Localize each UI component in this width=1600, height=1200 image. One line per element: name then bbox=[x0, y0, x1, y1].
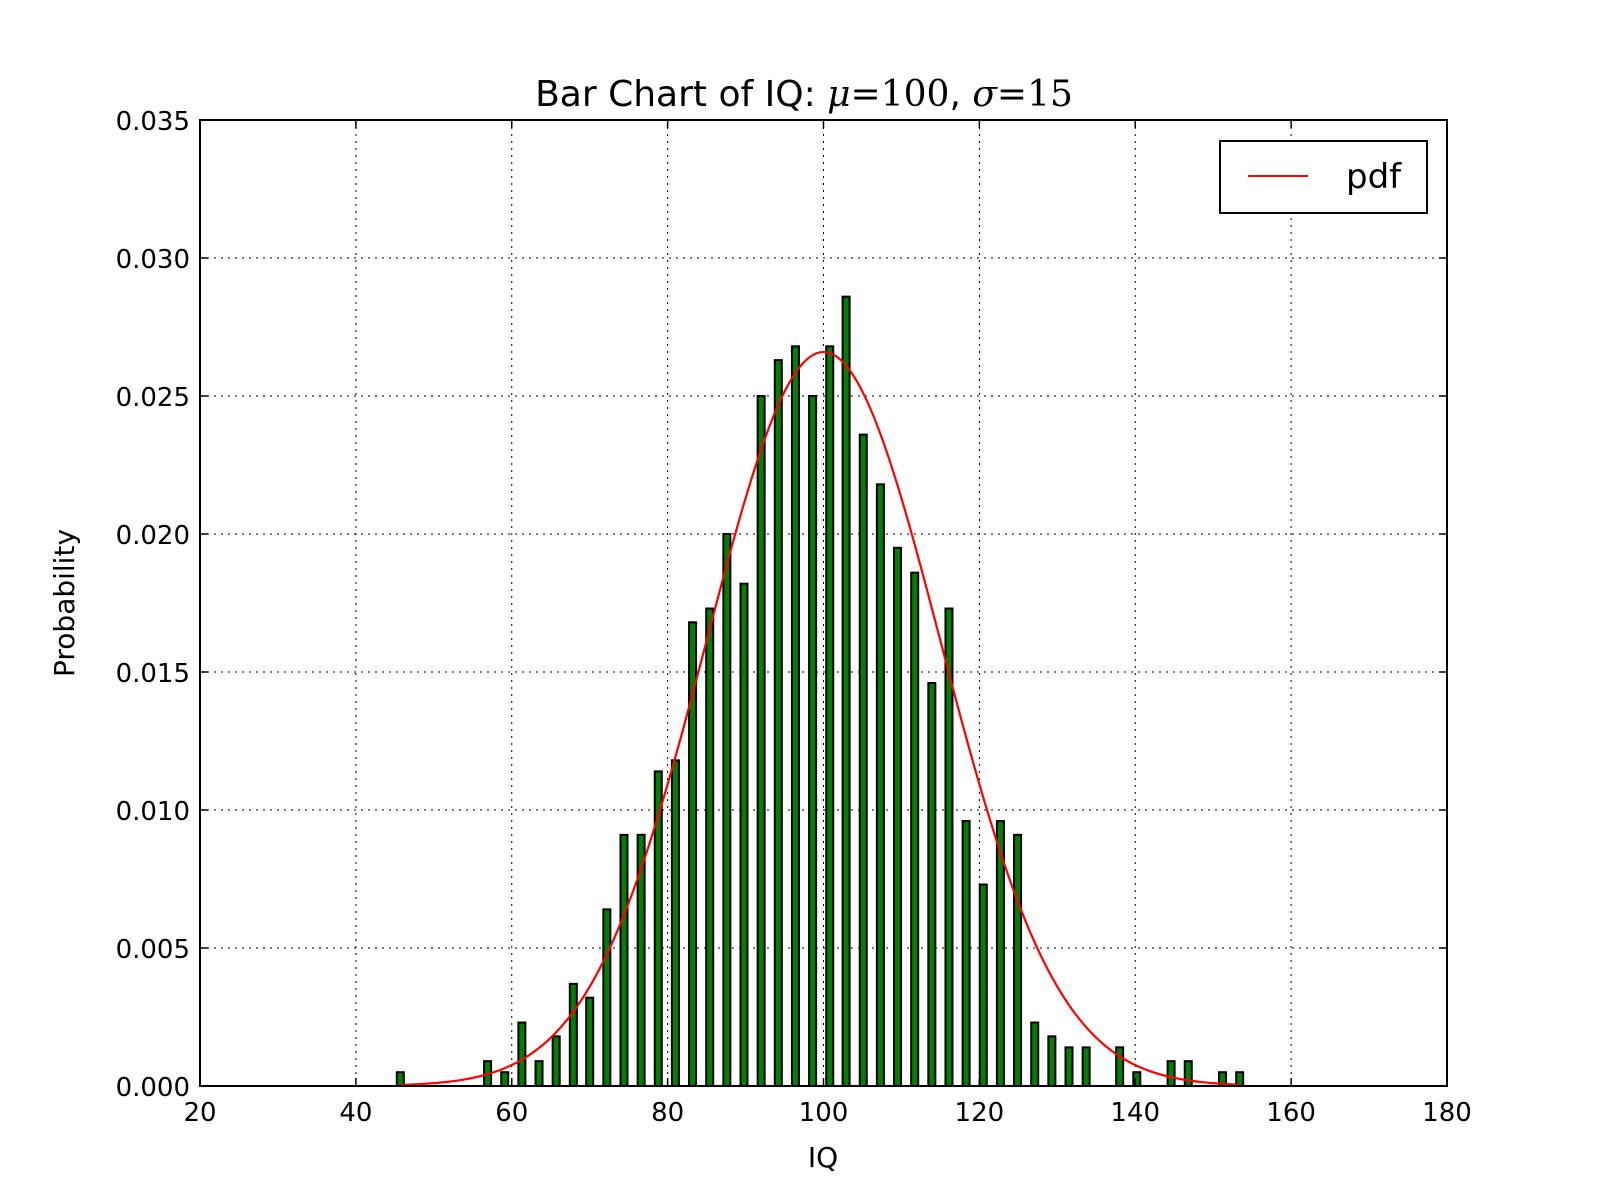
histogram-bar bbox=[978, 883, 988, 1088]
title-mu-symbol: μ bbox=[827, 74, 850, 115]
x-axis-label: IQ bbox=[808, 1141, 838, 1174]
title-equals-2: = bbox=[997, 74, 1027, 115]
x-tick-labels: 20 40 60 80 100 120 140 160 180 bbox=[183, 1098, 1471, 1128]
histogram-bar bbox=[534, 1060, 544, 1088]
histogram-bar bbox=[1064, 1046, 1074, 1087]
pdf-line bbox=[400, 350, 1240, 1087]
title-equals-1: = bbox=[851, 74, 881, 115]
histogram-bar bbox=[790, 345, 800, 1087]
y-tick-labels: 0.000 0.005 0.010 0.015 0.020 0.025 0.030 0.035 bbox=[116, 107, 190, 1103]
histogram-bar bbox=[585, 996, 595, 1087]
chart-title: Bar Chart of IQ: μ=100, σ=15 bbox=[535, 74, 1073, 115]
title-mu-value: 100 bbox=[881, 74, 950, 115]
x-tick-label: 80 bbox=[651, 1098, 684, 1128]
y-tick-label: 0.005 bbox=[116, 935, 190, 965]
histogram-bar bbox=[551, 1035, 561, 1087]
y-tick-label: 0.030 bbox=[116, 245, 190, 275]
histogram-bar bbox=[739, 582, 749, 1087]
x-tick-label: 60 bbox=[495, 1098, 528, 1128]
pdf-series bbox=[400, 350, 1240, 1087]
histogram-bar bbox=[858, 433, 868, 1087]
histogram-bar bbox=[517, 1021, 527, 1088]
histogram-bar bbox=[500, 1071, 510, 1087]
histogram-bar bbox=[568, 982, 578, 1088]
histogram-bar bbox=[1132, 1071, 1142, 1087]
legend-pdf-label: pdf bbox=[1346, 157, 1402, 197]
histogram-bar bbox=[773, 359, 783, 1087]
histogram-bar bbox=[910, 571, 920, 1087]
title-sigma-symbol: σ bbox=[972, 74, 998, 115]
y-tick-label: 0.010 bbox=[116, 797, 190, 827]
x-tick-label: 20 bbox=[183, 1098, 216, 1128]
histogram-bar bbox=[875, 483, 885, 1087]
histogram-bar bbox=[705, 607, 715, 1088]
y-tick-label: 0.020 bbox=[116, 521, 190, 551]
histogram-bar bbox=[602, 908, 612, 1087]
x-tick-label: 100 bbox=[799, 1098, 849, 1128]
histogram-bar bbox=[1183, 1060, 1193, 1088]
y-tick-label: 0.000 bbox=[116, 1073, 190, 1103]
histogram-bar bbox=[961, 820, 971, 1087]
x-tick-label: 120 bbox=[955, 1098, 1005, 1128]
x-tick-label: 160 bbox=[1266, 1098, 1316, 1128]
histogram-bar bbox=[670, 759, 680, 1087]
y-axis-label: Probability bbox=[48, 529, 81, 677]
histogram-bar bbox=[1166, 1060, 1176, 1088]
x-tick-label: 140 bbox=[1110, 1098, 1160, 1128]
histogram-bar bbox=[1013, 833, 1023, 1088]
histogram-bar bbox=[1047, 1035, 1057, 1087]
histogram-bar bbox=[1081, 1046, 1091, 1087]
histogram-bar bbox=[1115, 1046, 1125, 1087]
y-tick-label: 0.015 bbox=[116, 659, 190, 689]
histogram-bar bbox=[619, 833, 629, 1088]
histogram-bar bbox=[893, 546, 903, 1087]
grid bbox=[200, 120, 1447, 1086]
x-tick-label: 40 bbox=[339, 1098, 372, 1128]
x-tick-label: 180 bbox=[1422, 1098, 1472, 1128]
histogram-bar bbox=[808, 395, 818, 1087]
histogram-bar bbox=[756, 395, 766, 1087]
y-tick-label: 0.035 bbox=[116, 107, 190, 137]
title-sigma-value: 15 bbox=[1027, 74, 1073, 115]
histogram-bar bbox=[722, 533, 732, 1087]
title-prefix: Bar Chart of IQ: bbox=[535, 74, 827, 115]
histogram-bar bbox=[927, 682, 937, 1087]
y-tick-label: 0.025 bbox=[116, 383, 190, 413]
axis-ticks bbox=[199, 119, 1448, 1087]
histogram-bar bbox=[1030, 1021, 1040, 1088]
legend: pdf bbox=[1219, 140, 1428, 214]
histogram-bar bbox=[841, 295, 851, 1087]
histogram-bar bbox=[825, 345, 835, 1087]
title-separator: , bbox=[949, 74, 972, 115]
